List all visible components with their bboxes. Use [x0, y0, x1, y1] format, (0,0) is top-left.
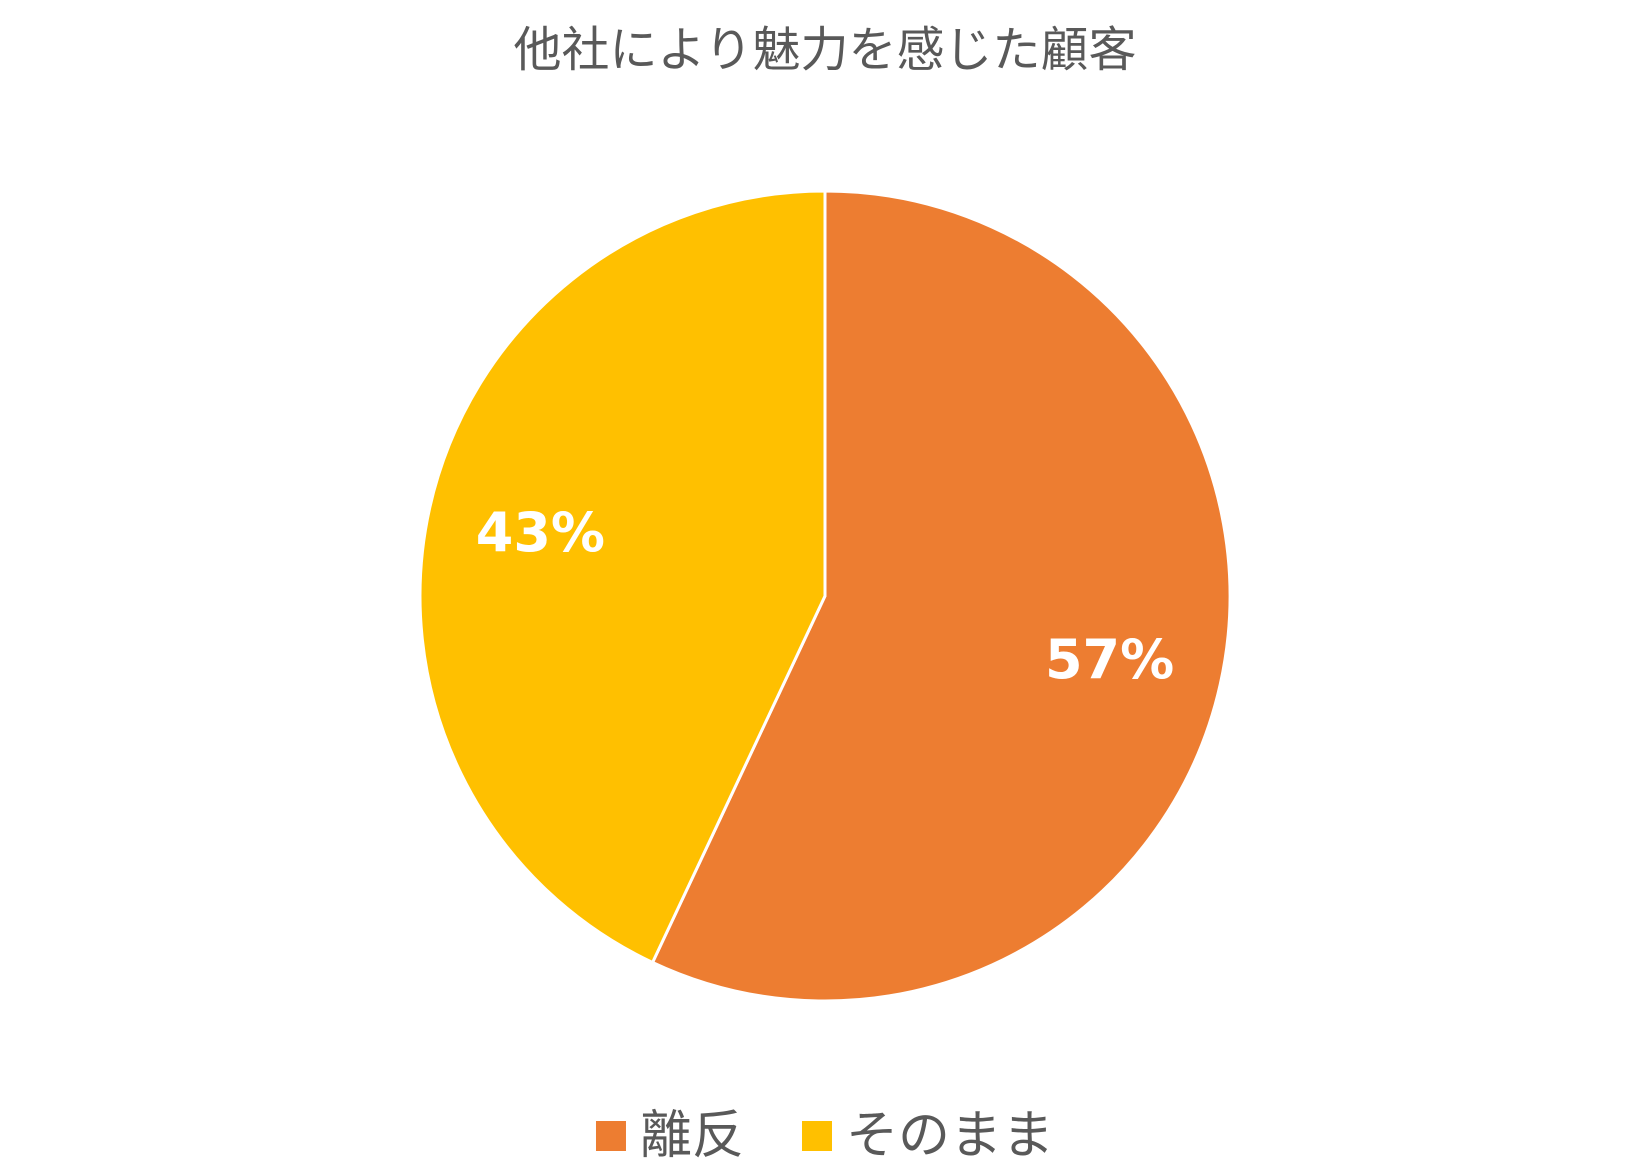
- legend-swatch-1: [802, 1121, 832, 1151]
- pie-slice-0[interactable]: [651, 189, 1232, 1003]
- pie-slice-1[interactable]: [418, 189, 827, 964]
- legend-item-0[interactable]: 離反: [595, 1106, 744, 1166]
- data-label-1: 43%: [476, 501, 605, 564]
- chart-title: 他社により魅力を感じた顧客: [513, 22, 1136, 78]
- legend-label-1: そのまま: [846, 1106, 1054, 1166]
- legend-item-1[interactable]: そのまま: [802, 1106, 1054, 1166]
- data-label-0: 57%: [1045, 628, 1174, 691]
- legend-swatch-0: [595, 1121, 626, 1151]
- legend-label-0: 離反: [640, 1106, 744, 1166]
